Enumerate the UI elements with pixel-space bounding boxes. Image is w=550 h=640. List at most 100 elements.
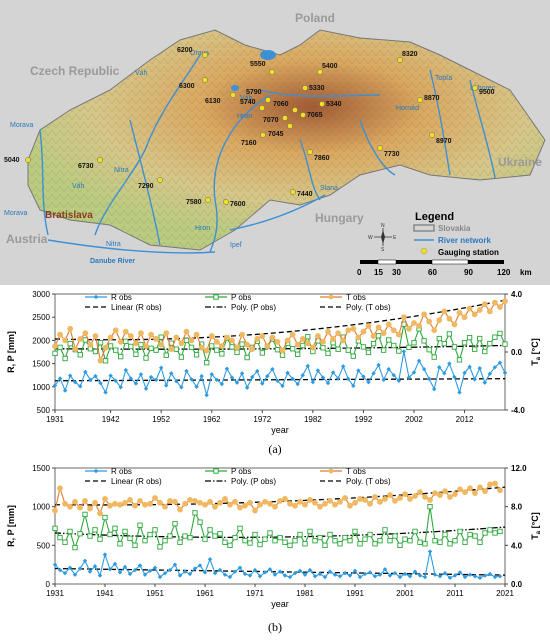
data-point: [52, 507, 58, 514]
data-point: [232, 534, 238, 541]
data-point: [297, 498, 303, 505]
data-point: [472, 377, 477, 382]
data-point: [127, 333, 134, 339]
data-point: [297, 531, 303, 538]
svg-text:Slaná: Slaná: [320, 185, 338, 192]
gauging-station-marker: [205, 197, 211, 203]
data-point: [411, 320, 417, 326]
data-point: [502, 298, 508, 305]
data-point: [152, 565, 158, 570]
data-point: [416, 358, 422, 364]
data-point: [259, 333, 266, 339]
data-point: [487, 571, 493, 577]
data-point: [350, 353, 356, 359]
gauging-station-label: 8970: [436, 138, 452, 145]
data-point: [397, 495, 403, 501]
legend-item: River network: [438, 236, 491, 245]
data-point: [467, 572, 473, 577]
data-point: [280, 383, 285, 389]
data-point: [214, 377, 219, 383]
legend-label: T obs: [346, 293, 366, 302]
data-point: [102, 358, 109, 364]
data-point: [366, 379, 371, 385]
svg-text:Váh: Váh: [240, 95, 253, 102]
data-point: [482, 380, 487, 385]
data-point: [188, 344, 195, 351]
svg-text:Morava: Morava: [4, 210, 27, 217]
gauging-station-marker: [302, 85, 308, 91]
data-point: [406, 344, 412, 351]
svg-text:Ipeľ: Ipeľ: [230, 242, 243, 249]
data-point: [472, 490, 478, 497]
x-tick-label: 1931: [46, 589, 64, 598]
data-point: [377, 498, 383, 505]
data-point: [247, 499, 253, 506]
x-tick-label: 1971: [246, 589, 264, 598]
data-point: [207, 557, 213, 562]
data-point: [397, 542, 403, 548]
data-point: [224, 366, 230, 371]
legend-item: Gauging station: [438, 248, 499, 257]
gauging-station-label: 6730: [78, 163, 94, 170]
river-network: [39, 54, 496, 254]
data-point: [213, 338, 220, 345]
y2-axis-label: Ta [°C]: [530, 338, 542, 365]
y2-tick-label: 0.0: [511, 580, 523, 589]
data-point: [267, 530, 273, 536]
data-point: [208, 333, 215, 339]
data-point: [472, 533, 478, 539]
data-point: [320, 338, 326, 345]
svg-text:E: E: [393, 235, 397, 241]
data-point: [412, 528, 418, 535]
data-point: [392, 570, 398, 576]
data-point: [342, 570, 348, 576]
data-point: [202, 536, 208, 542]
data-point: [362, 536, 368, 542]
legend-label: R obs: [111, 293, 132, 302]
data-point: [234, 349, 240, 356]
y-tick-label: 3000: [32, 290, 50, 299]
data-point: [466, 334, 473, 341]
y-axis-label: R, P [mm]: [6, 331, 16, 373]
data-point: [491, 299, 498, 306]
gauging-station-marker: [97, 157, 103, 163]
gauging-station-label: 5400: [322, 63, 338, 70]
data-point: [370, 340, 377, 347]
data-point: [239, 331, 245, 338]
gauging-station-marker: [377, 145, 383, 151]
legend-label: Poly. (T obs): [346, 303, 391, 312]
data-point: [138, 330, 144, 337]
data-point: [462, 370, 467, 376]
data-point: [362, 497, 368, 503]
gauging-station-label: 5340: [326, 101, 342, 108]
data-point: [295, 381, 300, 387]
x-tick-label: 1962: [203, 415, 221, 424]
data-point: [92, 527, 98, 533]
data-point: [212, 570, 218, 576]
y2-tick-label: -4.0: [511, 406, 525, 415]
data-point: [88, 377, 93, 383]
gauging-station-marker: [157, 177, 163, 183]
data-point: [375, 333, 382, 339]
trend-line: [54, 378, 506, 382]
data-point: [138, 372, 144, 377]
data-point: [83, 369, 88, 375]
data-point: [244, 354, 250, 361]
data-point: [234, 380, 240, 385]
legend-marker: [93, 468, 99, 474]
data-point: [178, 340, 185, 347]
series-line: [54, 351, 506, 396]
gauging-station-label: 7070: [263, 117, 279, 124]
data-point: [152, 495, 158, 501]
data-point: [432, 538, 438, 544]
data-point: [396, 378, 402, 383]
data-point: [259, 350, 265, 356]
data-point: [242, 502, 248, 509]
data-point: [497, 487, 503, 494]
data-point: [472, 346, 478, 352]
data-point: [262, 498, 268, 505]
y-tick-label: 1000: [32, 383, 50, 392]
data-point: [300, 373, 305, 378]
chart-a: 500 1000 1500 2000 2500 3000 -4.0 0.0 4.0 1931 194…: [6, 290, 542, 435]
svg-text:30: 30: [392, 268, 401, 277]
